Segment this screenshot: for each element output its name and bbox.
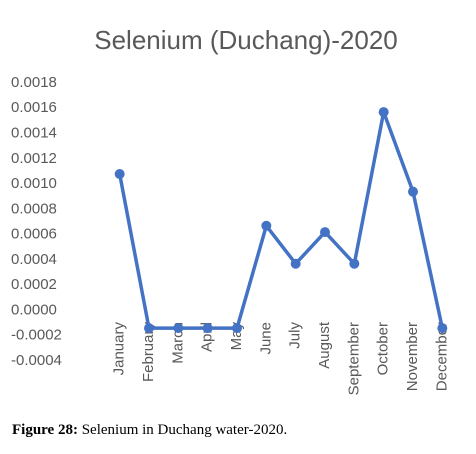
y-tick-label: -0.0004 bbox=[11, 352, 62, 369]
marker bbox=[320, 227, 330, 238]
x-tick-label: September bbox=[345, 322, 362, 395]
marker bbox=[261, 220, 272, 231]
marker bbox=[202, 323, 213, 334]
marker bbox=[232, 323, 242, 334]
y-tick-label: 0.0008 bbox=[11, 200, 57, 217]
x-tick-label: December bbox=[433, 322, 450, 391]
y-tick-label: 0.0004 bbox=[11, 251, 57, 268]
y-tick-label: 0.0016 bbox=[11, 99, 57, 116]
y-tick-label: 0.0002 bbox=[11, 276, 57, 293]
x-tick-label: August bbox=[316, 321, 333, 369]
x-tick-label: July bbox=[287, 322, 304, 349]
y-tick-label: 0.0018 bbox=[11, 74, 57, 91]
line bbox=[117, 110, 445, 330]
y-tick-label: 0.0014 bbox=[11, 125, 57, 142]
marker bbox=[378, 107, 389, 118]
y-tick-label: -0.0002 bbox=[11, 327, 62, 344]
y-tick-label: 0.0012 bbox=[11, 150, 57, 167]
caption-label: Figure 28: bbox=[12, 422, 78, 438]
x-tick-label: October bbox=[375, 322, 392, 375]
marker bbox=[290, 258, 301, 269]
x-tick-label: June bbox=[257, 322, 274, 355]
marker bbox=[173, 323, 184, 334]
x-tick-label: March bbox=[169, 322, 186, 364]
chart: Selenium (Duchang)-2020 0.0018 0.0016 0.00… bbox=[11, 25, 450, 396]
marker bbox=[349, 258, 360, 269]
caption: Figure 28: Selenium in Duchang water-202… bbox=[12, 422, 287, 439]
x-tick-label: February bbox=[140, 322, 157, 383]
marker bbox=[408, 186, 418, 197]
y-tick-label: 0.0000 bbox=[11, 301, 57, 318]
marker bbox=[437, 323, 448, 334]
caption-text: Selenium in Duchang water-2020. bbox=[81, 422, 288, 438]
marker bbox=[144, 323, 154, 334]
y-tick-label: 0.0010 bbox=[11, 175, 57, 192]
x-tick-label: November bbox=[404, 322, 421, 391]
marker bbox=[114, 168, 125, 179]
y-tick-label: 0.0006 bbox=[11, 226, 57, 243]
x-tick-label: January bbox=[111, 322, 128, 376]
chart-title: Selenium (Duchang)-2020 bbox=[94, 25, 398, 55]
